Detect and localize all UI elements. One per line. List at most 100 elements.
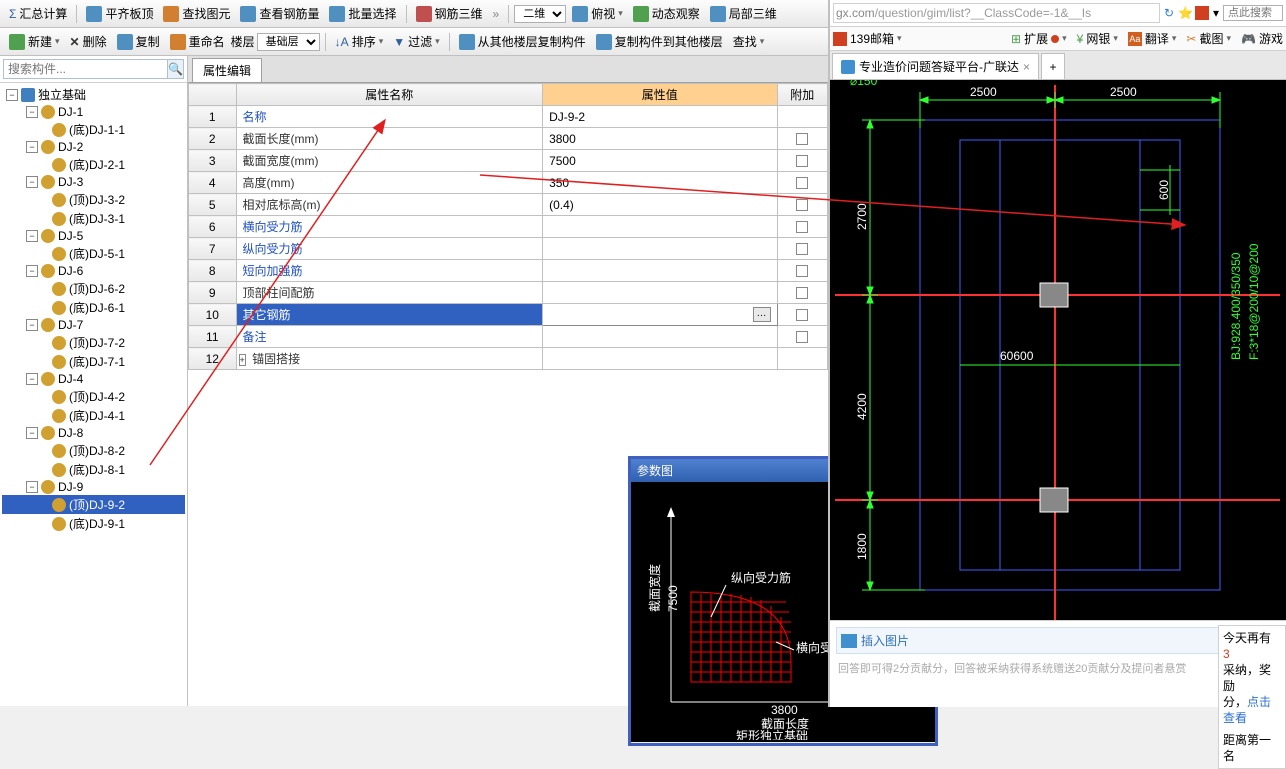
tree-item[interactable]: (底)DJ-7-1 bbox=[2, 352, 185, 371]
tree-group[interactable]: −DJ-8 bbox=[2, 425, 185, 441]
calc-btn[interactable]: Σ汇总计算 bbox=[5, 3, 71, 24]
ext-btn[interactable]: ⊞扩展▾ bbox=[1011, 30, 1067, 47]
search-box[interactable] bbox=[1223, 5, 1283, 21]
copy-btn[interactable]: 复制 bbox=[113, 31, 164, 52]
tree-item[interactable]: (底)DJ-6-1 bbox=[2, 298, 185, 317]
filter-btn[interactable]: ▼过滤▾ bbox=[389, 31, 443, 52]
tree-item[interactable]: (底)DJ-8-1 bbox=[2, 460, 185, 479]
prop-row[interactable]: 12+ 锚固搭接 bbox=[189, 348, 828, 370]
tree-group[interactable]: −DJ-2 bbox=[2, 139, 185, 155]
tree-group[interactable]: −DJ-4 bbox=[2, 371, 185, 387]
browser-tab[interactable]: 专业造价问题答疑平台-广联达 × bbox=[832, 53, 1039, 79]
svg-text:600: 600 bbox=[1157, 180, 1171, 200]
tree-group[interactable]: −DJ-1 bbox=[2, 104, 185, 120]
attach-check[interactable] bbox=[796, 199, 808, 211]
search-btn[interactable]: 🔍 bbox=[168, 59, 184, 79]
col-name: 属性名称 bbox=[236, 84, 543, 106]
attach-check[interactable] bbox=[796, 309, 808, 321]
tree-item[interactable]: (顶)DJ-7-2 bbox=[2, 333, 185, 352]
prop-row[interactable]: 10其它钢筋… bbox=[189, 304, 828, 326]
new-tab-btn[interactable]: + bbox=[1041, 53, 1065, 79]
svg-text:60600: 60600 bbox=[1000, 349, 1034, 363]
find-el-btn[interactable]: 查找图元 bbox=[159, 3, 234, 24]
mail-link[interactable]: 139邮箱▾ bbox=[833, 30, 902, 47]
address-bar[interactable]: gx.com/question/gim/list?__ClassCode=-1&… bbox=[833, 3, 1160, 23]
tree-item[interactable]: (底)DJ-2-1 bbox=[2, 155, 185, 174]
tree-item[interactable]: (底)DJ-5-1 bbox=[2, 244, 185, 263]
svg-text:F:3*18@200/10@200: F:3*18@200/10@200 bbox=[1247, 243, 1261, 360]
svg-text:2500: 2500 bbox=[970, 85, 997, 99]
rename-btn[interactable]: 重命名 bbox=[166, 31, 229, 52]
tree-item[interactable]: (顶)DJ-9-2 bbox=[2, 495, 185, 514]
prop-row[interactable]: 6横向受力筋 bbox=[189, 216, 828, 238]
tree-item[interactable]: (底)DJ-4-1 bbox=[2, 406, 185, 425]
insert-pic-btn[interactable]: 插入图片 bbox=[836, 627, 1280, 654]
batch-sel-btn[interactable]: 批量选择 bbox=[325, 3, 400, 24]
view-rebar-btn[interactable]: 查看钢筋量 bbox=[236, 3, 323, 24]
floor-label: 楼层 bbox=[231, 33, 255, 50]
attach-check[interactable] bbox=[796, 287, 808, 299]
attach-check[interactable] bbox=[796, 331, 808, 343]
trans-btn[interactable]: Aa翻译▾ bbox=[1128, 30, 1177, 47]
prop-row[interactable]: 8短向加强筋 bbox=[189, 260, 828, 282]
tree-item[interactable]: (顶)DJ-4-2 bbox=[2, 387, 185, 406]
tree-item[interactable]: (顶)DJ-8-2 bbox=[2, 441, 185, 460]
component-tree[interactable]: −独立基础−DJ-1(底)DJ-1-1−DJ-2(底)DJ-2-1−DJ-3(顶… bbox=[0, 83, 187, 693]
view-mode-select[interactable]: 二维 bbox=[514, 5, 566, 23]
sort-btn[interactable]: ↓A排序▾ bbox=[331, 31, 388, 52]
attach-check[interactable] bbox=[796, 221, 808, 233]
prop-row[interactable]: 3截面宽度(mm)7500 bbox=[189, 150, 828, 172]
prop-row[interactable]: 9顶部柱间配筋 bbox=[189, 282, 828, 304]
tree-group[interactable]: −DJ-5 bbox=[2, 228, 185, 244]
floor-select[interactable]: 基础层 bbox=[257, 33, 320, 51]
prop-row[interactable]: 2截面长度(mm)3800 bbox=[189, 128, 828, 150]
rebar-3d-btn[interactable]: 钢筋三维 bbox=[412, 3, 487, 24]
new-btn[interactable]: 新建▾ bbox=[5, 31, 64, 52]
local-3d-btn[interactable]: 局部三维 bbox=[706, 3, 781, 24]
tree-root[interactable]: −独立基础 bbox=[2, 85, 185, 104]
left-panel: 🔍 −独立基础−DJ-1(底)DJ-1-1−DJ-2(底)DJ-2-1−DJ-3… bbox=[0, 56, 188, 706]
cad-drawing[interactable]: 2500 2500 ⌀150 2700 4200 1800 60600 600 … bbox=[830, 80, 1286, 620]
copy-from-btn[interactable]: 从其他楼层复制构件 bbox=[455, 31, 590, 52]
attach-check[interactable] bbox=[796, 243, 808, 255]
prop-row[interactable]: 4高度(mm)350 bbox=[189, 172, 828, 194]
tree-group[interactable]: −DJ-9 bbox=[2, 479, 185, 495]
more-btn[interactable]: … bbox=[753, 307, 771, 322]
refresh-icon[interactable]: ↻ bbox=[1164, 6, 1174, 20]
tree-item[interactable]: (顶)DJ-3-2 bbox=[2, 190, 185, 209]
bank-btn[interactable]: ¥网银▾ bbox=[1077, 30, 1118, 47]
svg-text:4200: 4200 bbox=[855, 393, 869, 420]
prop-row[interactable]: 5相对底标高(m)(0.4) bbox=[189, 194, 828, 216]
copy-to-btn[interactable]: 复制构件到其他楼层 bbox=[592, 31, 727, 52]
persp-btn[interactable]: 俯视▾ bbox=[568, 3, 627, 24]
side-info: 今天再有 3 采纳，奖励 分，点击查看 距离第一名 bbox=[1218, 625, 1286, 769]
tree-item[interactable]: (底)DJ-3-1 bbox=[2, 209, 185, 228]
tree-group[interactable]: −DJ-7 bbox=[2, 317, 185, 333]
shot-btn[interactable]: ✂截图▾ bbox=[1186, 30, 1231, 47]
attach-check[interactable] bbox=[796, 133, 808, 145]
prop-row[interactable]: 1名称DJ-9-2 bbox=[189, 106, 828, 128]
tree-item[interactable]: (底)DJ-1-1 bbox=[2, 120, 185, 139]
attach-check[interactable] bbox=[796, 155, 808, 167]
svg-text:1800: 1800 bbox=[855, 533, 869, 560]
align-btn[interactable]: 平齐板顶 bbox=[82, 3, 157, 24]
find-btn[interactable]: 查找▾ bbox=[729, 31, 769, 52]
prop-tab[interactable]: 属性编辑 bbox=[192, 58, 262, 82]
svg-text:2700: 2700 bbox=[855, 203, 869, 230]
tree-item[interactable]: (顶)DJ-6-2 bbox=[2, 279, 185, 298]
prop-row[interactable]: 11备注 bbox=[189, 326, 828, 348]
dyn-view-btn[interactable]: 动态观察 bbox=[629, 3, 704, 24]
search-input[interactable] bbox=[3, 59, 168, 79]
svg-text:截面宽度: 截面宽度 bbox=[647, 564, 662, 612]
tree-group[interactable]: −DJ-3 bbox=[2, 174, 185, 190]
attach-check[interactable] bbox=[796, 265, 808, 277]
close-icon[interactable]: × bbox=[1023, 60, 1030, 74]
svg-text:BJ:928.400/350/350: BJ:928.400/350/350 bbox=[1229, 252, 1243, 360]
del-btn[interactable]: ✕删除 bbox=[66, 31, 111, 52]
attach-check[interactable] bbox=[796, 177, 808, 189]
center-panel: 属性编辑 属性名称 属性值 附加 1名称DJ-9-22截面长度(mm)38003… bbox=[188, 56, 828, 706]
tree-item[interactable]: (底)DJ-9-1 bbox=[2, 514, 185, 533]
game-btn[interactable]: 🎮游戏 bbox=[1241, 30, 1283, 47]
prop-row[interactable]: 7纵向受力筋 bbox=[189, 238, 828, 260]
tree-group[interactable]: −DJ-6 bbox=[2, 263, 185, 279]
